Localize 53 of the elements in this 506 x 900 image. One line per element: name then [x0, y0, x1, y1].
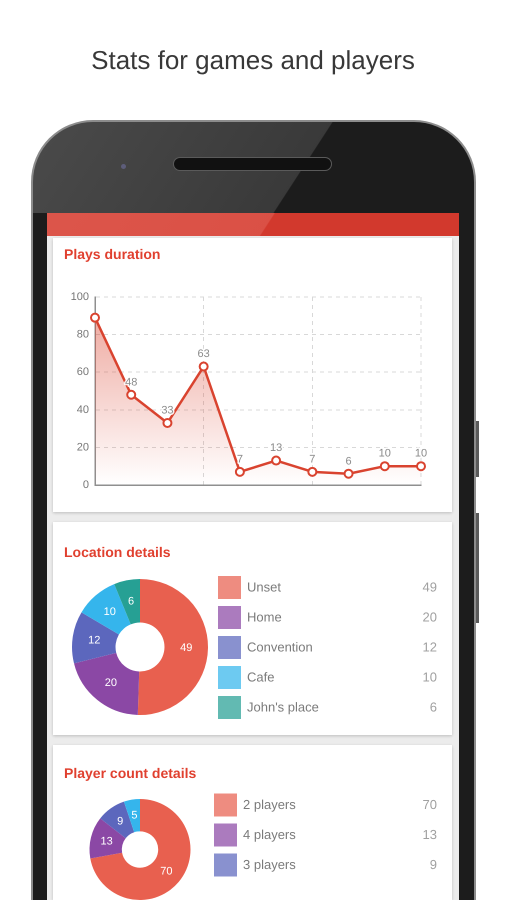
legend-label: 2 players	[243, 797, 296, 812]
text: 12	[422, 640, 437, 655]
text: 9	[430, 857, 437, 872]
y-tick-label: 100	[70, 291, 89, 304]
text: 70	[422, 797, 437, 812]
text: 20	[422, 610, 437, 625]
data-label: 9	[117, 815, 124, 828]
point	[344, 468, 354, 479]
legend-label: 4 players	[243, 827, 296, 842]
data-label: 10	[378, 448, 391, 460]
chart-title: Player count details	[64, 765, 196, 781]
chart-title: Location details	[64, 544, 171, 560]
legend-label: Unset	[247, 580, 282, 595]
legend-label: Convention	[247, 640, 313, 655]
point	[198, 362, 209, 372]
point	[162, 418, 172, 428]
text: 13	[422, 827, 437, 842]
data-label: 6	[128, 596, 134, 608]
y-tick-label: 80	[76, 328, 89, 341]
data-label: 63	[198, 348, 210, 360]
data-label: 20	[104, 676, 118, 689]
point	[380, 461, 390, 472]
data-label: 7	[236, 453, 243, 466]
point	[271, 456, 282, 466]
text: 49	[422, 580, 437, 595]
legend-label: John's place	[247, 700, 319, 715]
legend-label: 3 players	[243, 857, 296, 872]
text: 10	[422, 670, 437, 685]
text: 6	[430, 700, 437, 715]
y-tick-label: 40	[76, 404, 89, 416]
data-label: 13	[270, 442, 282, 454]
data-label: 5	[131, 810, 138, 822]
data-label: 13	[100, 835, 113, 848]
data-label: 7	[309, 453, 316, 466]
chart-title: Plays duration	[64, 246, 160, 262]
legend-label: Cafe	[247, 670, 274, 685]
y-tick-label: 0	[82, 479, 89, 492]
text: Stats for games and players	[90, 44, 416, 76]
data-label: 10	[104, 606, 116, 618]
y-tick-label: 60	[76, 366, 89, 378]
y-tick-label: 20	[76, 441, 89, 454]
point	[307, 466, 318, 477]
data-label: 12	[88, 634, 100, 646]
point	[90, 312, 100, 323]
point	[234, 466, 245, 477]
data-label: 10	[414, 448, 428, 460]
data-label: 6	[345, 455, 352, 468]
point	[416, 461, 426, 472]
data-label: 49	[180, 642, 192, 654]
data-label: 70	[160, 866, 172, 878]
data-label: 33	[161, 404, 174, 416]
point	[126, 390, 136, 400]
legend-label: Home	[247, 610, 282, 625]
